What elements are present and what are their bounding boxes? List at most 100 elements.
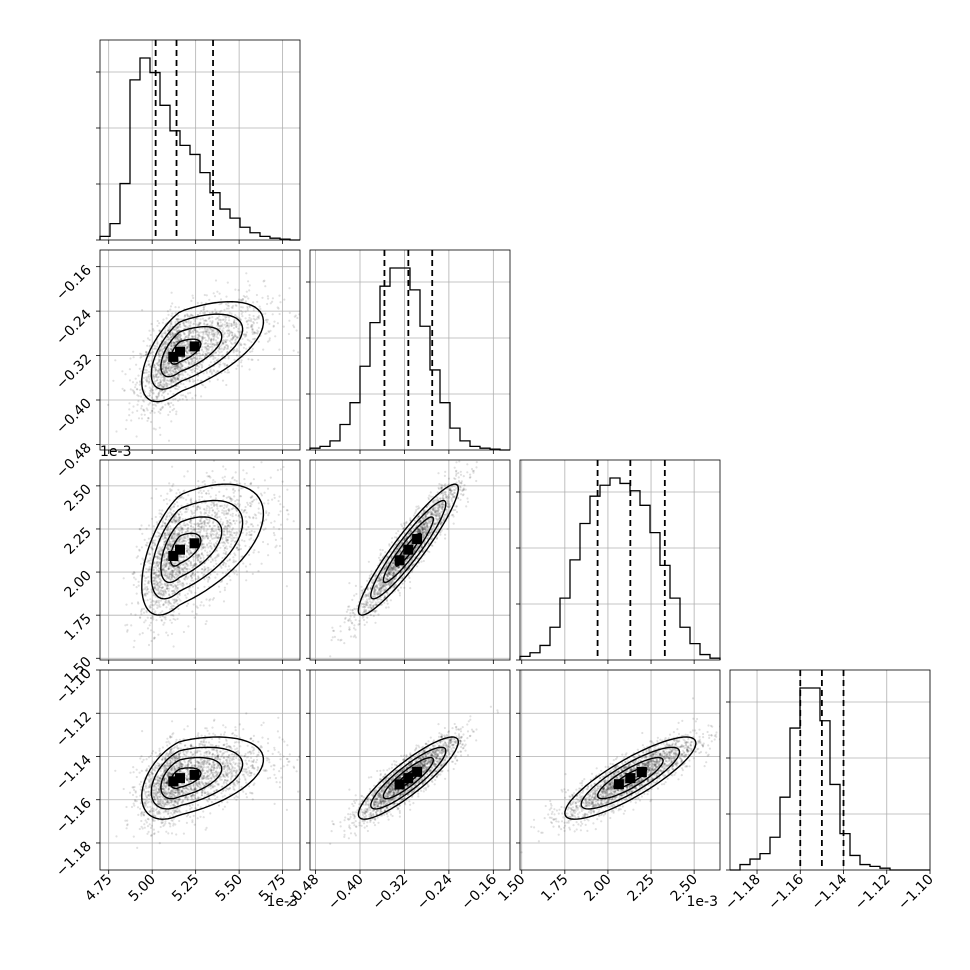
sample-point (200, 601, 203, 604)
sample-point (185, 347, 188, 350)
sample-point (174, 367, 177, 371)
sample-point (153, 566, 156, 569)
sample-point (114, 359, 117, 362)
sample-point (162, 382, 165, 385)
sample-point (292, 349, 295, 352)
sample-point (166, 502, 169, 505)
sample-point (240, 299, 243, 302)
sample-point (191, 572, 194, 575)
sample-point (216, 573, 219, 576)
sample-point (245, 272, 248, 275)
sample-point (405, 520, 408, 524)
sample-point (148, 605, 151, 608)
sample-point (168, 562, 171, 565)
sample-point (219, 325, 222, 328)
sample-point (157, 550, 160, 553)
sample-point (146, 588, 149, 591)
sample-point (282, 465, 285, 469)
sample-point (206, 504, 209, 507)
sample-point (171, 332, 174, 335)
sample-point (206, 333, 210, 336)
sample-point (172, 398, 175, 401)
sample-point (184, 377, 187, 380)
sample-point (168, 608, 172, 611)
sample-point (165, 585, 168, 588)
sample-point (215, 529, 218, 532)
sample-point (165, 317, 168, 320)
sample-point (159, 349, 162, 352)
sample-point (382, 572, 385, 575)
sample-point (239, 516, 242, 519)
sample-point (366, 600, 369, 603)
sample-point (190, 511, 193, 514)
sample-point (204, 345, 207, 348)
sample-point (150, 591, 153, 594)
sample-point (406, 540, 409, 543)
sample-point (223, 542, 227, 545)
sample-point (196, 536, 199, 539)
sample-point (172, 376, 175, 379)
sample-point (178, 592, 181, 596)
sample-point (187, 541, 190, 544)
sample-point (223, 589, 226, 592)
sample-point (190, 534, 193, 537)
sample-point (170, 536, 173, 539)
sample-point (170, 508, 173, 511)
sample-point (440, 504, 443, 507)
sample-point (171, 590, 174, 593)
sample-point (147, 559, 150, 562)
sample-point (193, 511, 196, 514)
sample-point (230, 306, 233, 309)
sample-point (227, 521, 230, 524)
sample-point (168, 378, 172, 381)
sample-point (179, 496, 182, 499)
sample-point (178, 554, 181, 557)
sample-point (170, 512, 173, 515)
sample-point (245, 334, 248, 337)
sample-point (169, 542, 172, 545)
sample-point (210, 534, 213, 537)
sample-point (162, 604, 165, 607)
sample-point (193, 359, 196, 362)
sample-point (263, 479, 266, 482)
sample-point (182, 374, 185, 377)
sample-point (184, 348, 187, 351)
sample-point (170, 366, 173, 369)
sample-point (177, 365, 180, 368)
sample-point (161, 386, 165, 389)
sample-point (136, 394, 139, 397)
sample-point (169, 565, 172, 568)
sample-point (170, 621, 173, 624)
sample-point (239, 495, 242, 498)
sample-point (303, 478, 305, 480)
sample-point (202, 573, 205, 576)
sample-point (240, 365, 244, 368)
sample-point (124, 624, 127, 627)
sample-point (153, 562, 156, 565)
sample-point (178, 572, 181, 575)
sample-point (223, 530, 226, 533)
sample-point (195, 353, 198, 356)
sample-point (147, 376, 150, 379)
sample-point (424, 521, 427, 524)
sample-point (248, 316, 251, 319)
sample-point (177, 373, 180, 376)
sample-point (202, 520, 205, 524)
sample-point (178, 366, 182, 369)
sample-point (213, 343, 216, 346)
sample-point (140, 404, 143, 408)
sample-point (145, 376, 148, 379)
sample-point (149, 411, 152, 414)
sample-point (391, 579, 394, 582)
sample-point (177, 343, 180, 346)
sample-point (132, 350, 135, 353)
sample-point (235, 336, 238, 339)
sample-point (388, 568, 391, 571)
sample-point (189, 560, 193, 563)
sample-point (226, 559, 229, 563)
sample-point (167, 362, 170, 366)
sample-point (146, 344, 149, 347)
sample-point (244, 505, 247, 509)
sample-point (249, 496, 252, 499)
sample-point (379, 548, 382, 551)
